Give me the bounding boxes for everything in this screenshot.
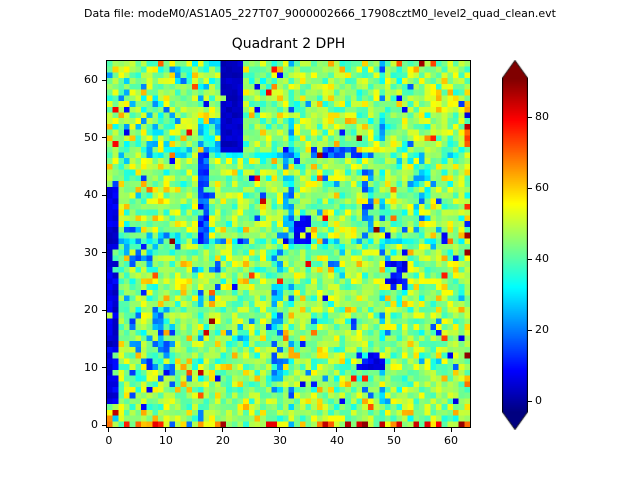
x-tick-label: 10	[158, 434, 173, 447]
colorbar-tick-label: 20	[535, 323, 549, 337]
heatmap-image	[107, 61, 470, 427]
colorbar-tick-label: 0	[535, 394, 542, 408]
y-tick-mark	[102, 424, 106, 426]
heatmap-axes	[106, 60, 471, 428]
colorbar-tick-mark	[528, 329, 532, 331]
x-tick-label: 60	[444, 434, 459, 447]
x-tick-mark	[222, 428, 224, 432]
y-tick-label: 20	[84, 303, 98, 317]
x-tick-label: 20	[215, 434, 230, 447]
x-tick-label: 40	[329, 434, 344, 447]
y-tick-mark	[102, 252, 106, 254]
x-tick-mark	[450, 428, 452, 432]
colorbar-tick-mark	[528, 116, 532, 118]
x-tick-label: 0	[105, 434, 113, 447]
x-tick-mark	[279, 428, 281, 432]
y-tick-mark	[102, 79, 106, 81]
x-tick-label: 50	[387, 434, 401, 447]
y-tick-label: 60	[84, 73, 98, 87]
colorbar-tick-label: 80	[535, 110, 549, 124]
colorbar-tick-label: 60	[535, 181, 549, 195]
y-tick-mark	[102, 367, 106, 369]
x-tick-mark	[393, 428, 395, 432]
y-tick-mark	[102, 137, 106, 139]
colorbar-tick-mark	[528, 187, 532, 189]
colorbar	[502, 60, 528, 430]
y-tick-label: 50	[84, 130, 98, 144]
colorbar-tick-mark	[528, 258, 532, 260]
x-tick-label: 30	[272, 434, 287, 447]
y-tick-label: 10	[84, 360, 98, 374]
x-tick-mark	[108, 428, 110, 432]
y-tick-mark	[102, 309, 106, 311]
colorbar-gradient	[502, 60, 528, 430]
y-tick-label: 30	[84, 245, 98, 259]
y-tick-mark	[102, 194, 106, 196]
datafile-annotation: Data file: modeM0/AS1A05_227T07_90000026…	[84, 7, 556, 20]
plot-title: Quadrant 2 DPH	[231, 36, 346, 52]
y-tick-label: 40	[84, 188, 98, 202]
y-tick-label: 0	[91, 418, 98, 432]
colorbar-tick-mark	[528, 400, 532, 402]
x-tick-mark	[336, 428, 338, 432]
x-tick-mark	[165, 428, 167, 432]
colorbar-tick-label: 40	[535, 252, 549, 266]
